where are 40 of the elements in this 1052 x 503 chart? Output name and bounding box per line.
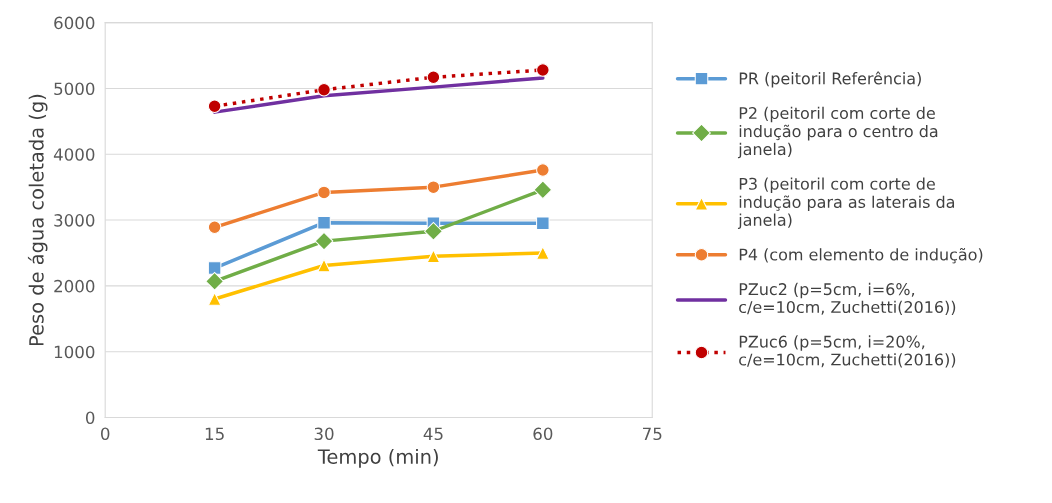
y-tick-label: 2000 [54,279,95,293]
point [207,220,222,235]
y-tick-label: 6000 [54,16,95,30]
legend-label: P4 (com elemento de indução) [739,247,983,264]
point [207,99,222,113]
x-tick-label: 0 [101,427,110,441]
x-tick-label: 60 [533,427,553,441]
legend-label: PZuc2 (p=5cm, i=6%, c/e=10cm, Zuchetti(2016)) [739,282,956,315]
point [205,271,224,291]
point [317,185,331,200]
point [426,70,441,85]
x-tick-label: 30 [314,427,334,441]
point [533,180,553,200]
y-tick-label: 3000 [54,214,95,227]
x-tick-label: 15 [205,427,224,441]
y-tick-label: 1000 [54,345,95,359]
y-axis-title: Peso de água coletada (g) [27,94,48,346]
point [314,231,334,251]
point [317,215,331,230]
legend-label: PZuc6 (p=5cm, i=20%, c/e=10cm, Zuchetti(2016)) [739,335,956,368]
point [426,180,441,194]
y-tick-label: 4000 [53,148,95,161]
point [424,221,443,241]
legend-label: P3 (peitoril com corte de indução para as laterais da janela) [737,177,955,229]
legend-label: P2 (peitoril com corte de indução para o centro da janela) [737,106,938,159]
y-tick-label: 0 [85,411,95,425]
legend-label: PR (peitoril Referência) [739,71,921,88]
x-axis-title: Tempo (min) [317,448,438,468]
point [317,258,331,273]
x-tick-label: 45 [423,427,443,441]
point [426,249,441,264]
x-tick-label: 75 [643,427,662,441]
point [536,216,550,231]
point [207,292,222,306]
point [207,261,222,275]
point [536,246,550,260]
y-tick-label: 5000 [54,82,95,96]
point [536,63,550,77]
point [536,163,550,177]
point [317,82,331,97]
